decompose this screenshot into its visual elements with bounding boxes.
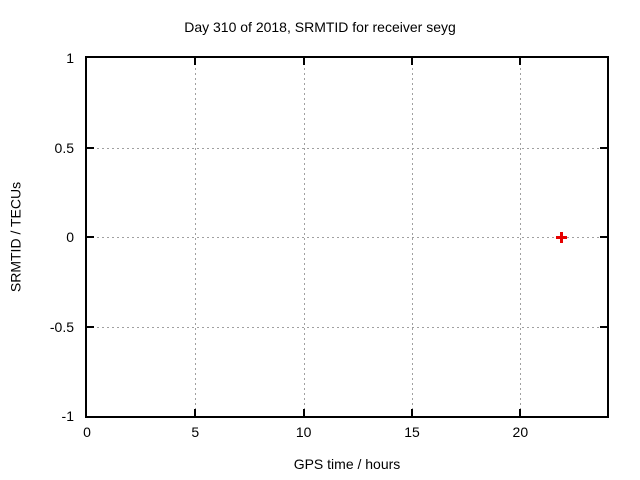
tick-mark-left (87, 236, 94, 238)
tick-mark-right (600, 147, 607, 149)
chart-title: Day 310 of 2018, SRMTID for receiver sey… (184, 19, 456, 35)
tick-mark-left (87, 147, 94, 149)
x-axis-label: GPS time / hours (293, 456, 401, 472)
tick-mark-bottom (194, 409, 196, 416)
tick-mark-right (600, 326, 607, 328)
x-tick-label: 0 (83, 424, 91, 440)
tick-mark-bottom (303, 409, 305, 416)
y-tick-label: -0.5 (49, 318, 74, 335)
y-tick-label: 0 (66, 229, 74, 245)
x-tick-label: 20 (512, 424, 529, 440)
x-tick-label: 10 (295, 424, 312, 440)
x-tick-label: 15 (404, 424, 420, 440)
tick-mark-bottom (411, 409, 413, 416)
tick-mark-left (87, 326, 94, 328)
data-point-marker (560, 232, 563, 243)
y-tick-label: 0.5 (54, 139, 74, 156)
gridline-y (87, 326, 607, 328)
tick-mark-top (194, 58, 196, 65)
tick-mark-bottom (519, 409, 521, 416)
y-tick-label: 1 (66, 50, 74, 66)
x-tick-label: 5 (191, 424, 200, 440)
plot-area (85, 56, 609, 418)
tick-mark-top (519, 58, 521, 65)
gridline-y (87, 147, 607, 149)
tick-mark-top (411, 58, 413, 65)
tick-mark-right (600, 236, 607, 238)
tick-mark-top (303, 58, 305, 65)
gridline-y (87, 236, 607, 238)
y-tick-label: -1 (61, 408, 74, 424)
